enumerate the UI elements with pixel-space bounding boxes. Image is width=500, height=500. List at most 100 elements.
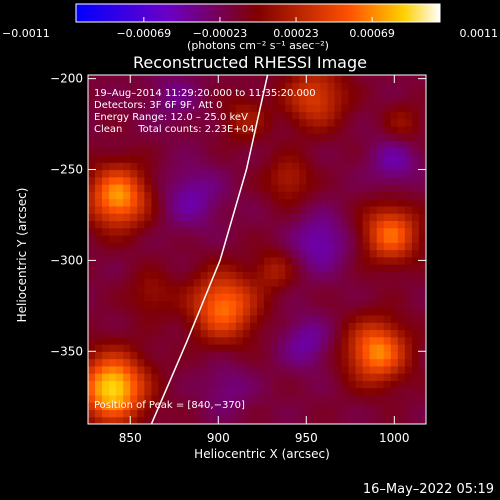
heatmap-cell — [383, 140, 392, 149]
heatmap-cell — [158, 242, 167, 251]
heatmap-cell — [271, 96, 279, 105]
heatmap-cell — [411, 111, 420, 120]
heatmap-cell — [285, 125, 293, 134]
heatmap-cell — [271, 256, 279, 265]
heatmap-cell — [404, 271, 413, 280]
heatmap-cell — [355, 344, 364, 352]
heatmap-cell — [320, 416, 329, 424]
heatmap-cell — [116, 89, 124, 98]
heatmap-cell — [158, 191, 167, 200]
heatmap-cell — [285, 314, 293, 323]
heatmap-cell — [200, 154, 209, 163]
heatmap-cell — [179, 249, 188, 258]
heatmap-cell — [158, 285, 167, 294]
heatmap-cell — [397, 205, 406, 214]
heatmap-cell — [235, 227, 244, 236]
heatmap-cell — [411, 314, 420, 323]
heatmap-cell — [390, 358, 399, 367]
heatmap-cell — [369, 89, 378, 98]
heatmap-cell — [355, 264, 364, 272]
heatmap-cell — [327, 322, 336, 331]
heatmap-cell — [130, 205, 138, 214]
heatmap-cell — [242, 154, 251, 163]
heatmap-cell — [306, 409, 314, 418]
heatmap-cell — [214, 147, 223, 156]
heatmap-cell — [242, 344, 251, 352]
heatmap-cell — [362, 380, 371, 389]
heatmap-cell — [137, 104, 145, 112]
heatmap-cell — [313, 184, 321, 192]
heatmap-cell — [306, 104, 314, 112]
heatmap-cell — [327, 111, 336, 120]
heatmap-cell — [264, 176, 272, 185]
heatmap-cell — [186, 293, 195, 301]
heatmap-cell — [137, 416, 145, 424]
heatmap-cell — [186, 336, 195, 345]
heatmap-cell — [207, 307, 216, 316]
heatmap-cell — [158, 264, 167, 272]
heatmap-cell — [186, 285, 195, 294]
heatmap-cell — [249, 271, 258, 280]
heatmap-cell — [341, 336, 350, 345]
heatmap-cell — [404, 82, 413, 91]
heatmap-cell — [313, 329, 321, 338]
heatmap-cell — [362, 285, 371, 294]
heatmap-cell — [221, 140, 230, 149]
heatmap-cell — [257, 256, 265, 265]
heatmap-cell — [186, 75, 195, 83]
heatmap-cell — [397, 96, 406, 105]
heatmap-cell — [376, 264, 385, 272]
heatmap-cell — [88, 293, 96, 301]
heatmap-cell — [390, 293, 399, 301]
heatmap-cell — [88, 191, 96, 200]
heatmap-cell — [355, 227, 364, 236]
heatmap-cell — [348, 96, 357, 105]
heatmap-cell — [334, 394, 343, 403]
heatmap-cell — [109, 75, 117, 83]
heatmap-cell — [249, 242, 258, 251]
heatmap-cell — [285, 89, 293, 98]
heatmap-cell — [102, 285, 110, 294]
heatmap-cell — [362, 162, 371, 171]
heatmap-cell — [411, 387, 420, 396]
heatmap-cell — [397, 147, 406, 156]
heatmap-cell — [404, 147, 413, 156]
heatmap-cell — [257, 82, 265, 91]
heatmap-cell — [172, 322, 181, 331]
heatmap-cell — [362, 104, 371, 112]
heatmap-cell — [271, 314, 279, 323]
heatmap-cell — [320, 358, 329, 367]
heatmap-cell — [172, 387, 181, 396]
heatmap-cell — [306, 82, 314, 91]
heatmap-cell — [158, 409, 167, 418]
heatmap-cell — [130, 344, 138, 352]
heatmap-cell — [355, 118, 364, 127]
heatmap-cell — [221, 409, 230, 418]
heatmap-cell — [355, 220, 364, 229]
heatmap-cell — [341, 394, 350, 403]
heatmap-cell — [102, 234, 110, 243]
heatmap-cell — [109, 278, 117, 287]
heatmap-cell — [376, 300, 385, 309]
heatmap-cell — [151, 307, 160, 316]
heatmap-cell — [151, 111, 160, 120]
heatmap-cell — [411, 198, 420, 207]
heatmap-cell — [390, 104, 399, 112]
heatmap-cell — [383, 285, 392, 294]
heatmap-cell — [257, 402, 265, 411]
heatmap-cell — [397, 242, 406, 251]
heatmap-cell — [109, 314, 117, 323]
heatmap-cell — [327, 344, 336, 352]
heatmap-cell — [151, 125, 160, 134]
heatmap-cell — [95, 416, 103, 424]
heatmap-cell — [348, 169, 357, 178]
heatmap-cell — [355, 387, 364, 396]
heatmap-cell — [285, 256, 293, 265]
heatmap-cell — [397, 249, 406, 258]
heatmap-cell — [299, 125, 307, 134]
heatmap-cell — [271, 184, 279, 192]
heatmap-cell — [214, 249, 223, 258]
heatmap-cell — [404, 205, 413, 214]
heatmap-cell — [348, 104, 357, 112]
heatmap-cell — [116, 293, 124, 301]
